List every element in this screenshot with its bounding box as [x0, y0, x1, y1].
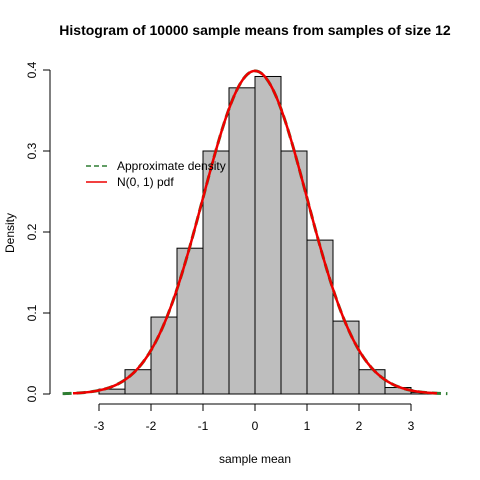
x-tick-label-5: 2 — [356, 419, 363, 433]
x-tick-label-3: 0 — [252, 419, 259, 433]
density-curves — [62, 69, 448, 396]
histogram-bar-2 — [150, 316, 178, 395]
histogram-bar-6 — [254, 75, 282, 395]
y-tick-label-1: 0.1 — [25, 304, 39, 321]
y-tick-label-4: 0.4 — [25, 61, 39, 78]
y-tick-label-2: 0.2 — [25, 223, 39, 240]
y-axis-label: Density — [3, 213, 17, 253]
histogram-bar-10 — [358, 369, 386, 395]
legend-label-approximate-density: Approximate density — [117, 159, 226, 173]
legend: Approximate density N(0, 1) pdf — [86, 159, 226, 189]
histogram-bar-5 — [228, 87, 256, 395]
y-axis: 0.0 0.1 0.2 0.3 0.4 — [25, 61, 51, 402]
x-axis-label: sample mean — [219, 452, 291, 466]
x-axis: -3 -2 -1 0 1 2 3 — [94, 403, 415, 433]
x-tick-label-6: 3 — [408, 419, 415, 433]
histogram-bar-7 — [280, 150, 308, 395]
x-tick-label-2: -1 — [198, 419, 209, 433]
y-tick-label-3: 0.3 — [25, 142, 39, 159]
normal-pdf-line — [72, 69, 438, 395]
x-tick-label-0: -3 — [94, 419, 105, 433]
histogram-bar-1 — [124, 369, 152, 395]
histogram-bars — [98, 75, 438, 395]
histogram-bar-3 — [176, 247, 204, 395]
x-tick-label-1: -2 — [146, 419, 157, 433]
histogram-bar-9 — [332, 320, 360, 395]
x-tick-label-4: 1 — [304, 419, 311, 433]
histogram-bar-8 — [306, 239, 334, 395]
legend-label-normal-pdf: N(0, 1) pdf — [117, 175, 174, 189]
chart-title: Histogram of 10000 sample means from sam… — [59, 22, 451, 38]
y-tick-label-0: 0.0 — [25, 385, 39, 402]
